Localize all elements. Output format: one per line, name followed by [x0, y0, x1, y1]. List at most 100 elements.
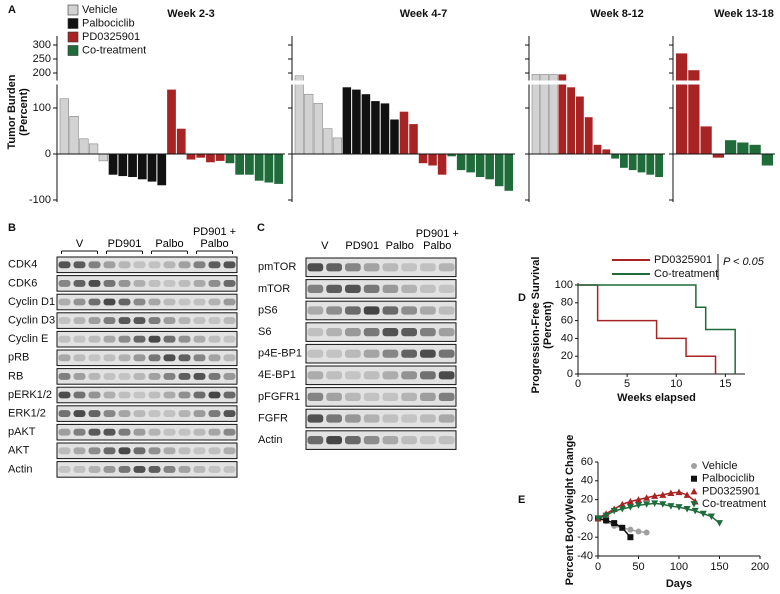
x-tick-label: 5 [624, 378, 630, 390]
blot-band [382, 263, 399, 272]
legend-marker [690, 501, 698, 508]
blot-band [363, 306, 380, 315]
blot-band [382, 392, 399, 401]
blot-band [223, 335, 236, 343]
blot-band [88, 447, 101, 455]
blot-band [133, 447, 146, 455]
bar [88, 143, 99, 155]
bar [725, 140, 737, 154]
blot-band [73, 372, 86, 380]
blot-band [438, 328, 455, 337]
bar [371, 101, 380, 154]
blot-band [148, 298, 161, 306]
blot-band [382, 349, 399, 358]
lane-header: V [321, 240, 329, 252]
blot-band [148, 410, 161, 418]
x-axis-label: Weeks elapsed [617, 392, 696, 404]
bar [475, 154, 485, 177]
blot-band [401, 414, 417, 423]
blot-band [178, 335, 191, 343]
blot-strip [305, 279, 457, 299]
series-line [597, 502, 720, 524]
bar [540, 74, 549, 155]
blot-band [163, 465, 176, 473]
bar [137, 154, 147, 180]
blot-band [103, 317, 116, 325]
legend-marker [691, 463, 697, 469]
row-label: FGFR [258, 412, 288, 424]
marker [643, 529, 650, 536]
blot-band [133, 354, 146, 362]
blot-band [208, 261, 221, 269]
bar [69, 116, 79, 155]
bar [264, 154, 274, 183]
blot-band [363, 414, 380, 423]
x-tick-label: 0 [595, 561, 601, 573]
panel-title: Week 8-12 [590, 8, 644, 20]
blot-band [88, 354, 101, 362]
blot-band [103, 372, 116, 380]
blot-strip [56, 442, 238, 460]
blot-band [118, 317, 131, 325]
marker [675, 504, 683, 511]
blot-band [88, 335, 101, 343]
blot-band [133, 298, 146, 306]
bar [245, 154, 254, 175]
blot-band [133, 465, 146, 473]
blot-band [420, 436, 436, 445]
blot-band [363, 371, 380, 380]
blot-band [178, 279, 191, 287]
legend-label: Palbociclib [702, 473, 755, 485]
blot-band [420, 284, 436, 293]
blot-band [133, 391, 146, 399]
panel-title: Week 2-3 [167, 8, 215, 20]
blot-band [163, 447, 176, 455]
lane-header: PD901 [345, 240, 380, 252]
marker [618, 506, 626, 513]
blot-strip [56, 405, 238, 422]
y-tick-label: 0 [587, 512, 593, 524]
blot-band [382, 436, 399, 445]
blot-band [307, 392, 324, 401]
blot-band [178, 372, 191, 380]
y-axis-label: Tumor Burden [6, 74, 18, 149]
blot-band [223, 391, 236, 399]
blot-band [163, 391, 176, 399]
blot-band [178, 354, 191, 362]
bar [646, 154, 655, 175]
panel-label: D [518, 292, 526, 304]
blot-band [326, 349, 342, 358]
marker [626, 497, 634, 505]
blot-band [148, 372, 161, 380]
blot-band [133, 261, 146, 269]
x-axis-label: Days [666, 578, 692, 590]
y-tick-label: 20 [561, 350, 573, 362]
bar [737, 142, 749, 154]
blot-band [223, 372, 236, 380]
blot-band [223, 354, 236, 362]
bar [235, 154, 245, 175]
lane-header: PD901 [107, 238, 142, 250]
blot-band [103, 335, 116, 343]
x-tick-label: 15 [719, 378, 731, 390]
blot-band [193, 354, 206, 362]
legend-label: PD0325901 [654, 254, 712, 266]
blot-band [88, 317, 101, 325]
blot-band [103, 447, 116, 455]
blot-band [118, 335, 131, 343]
bar [399, 111, 409, 154]
blot-band [148, 317, 161, 325]
blot-band [88, 298, 101, 306]
blot-band [88, 410, 101, 418]
legend-label: Co-treatment [702, 498, 766, 510]
blot-band [420, 306, 436, 315]
bar [380, 103, 390, 154]
blot-strip [56, 423, 238, 441]
blot-band [345, 392, 361, 401]
panel-label: B [8, 222, 16, 234]
legend-label: Vehicle [702, 460, 737, 472]
blot-strip [56, 275, 238, 292]
bar [428, 154, 437, 166]
blot-band [133, 335, 146, 343]
